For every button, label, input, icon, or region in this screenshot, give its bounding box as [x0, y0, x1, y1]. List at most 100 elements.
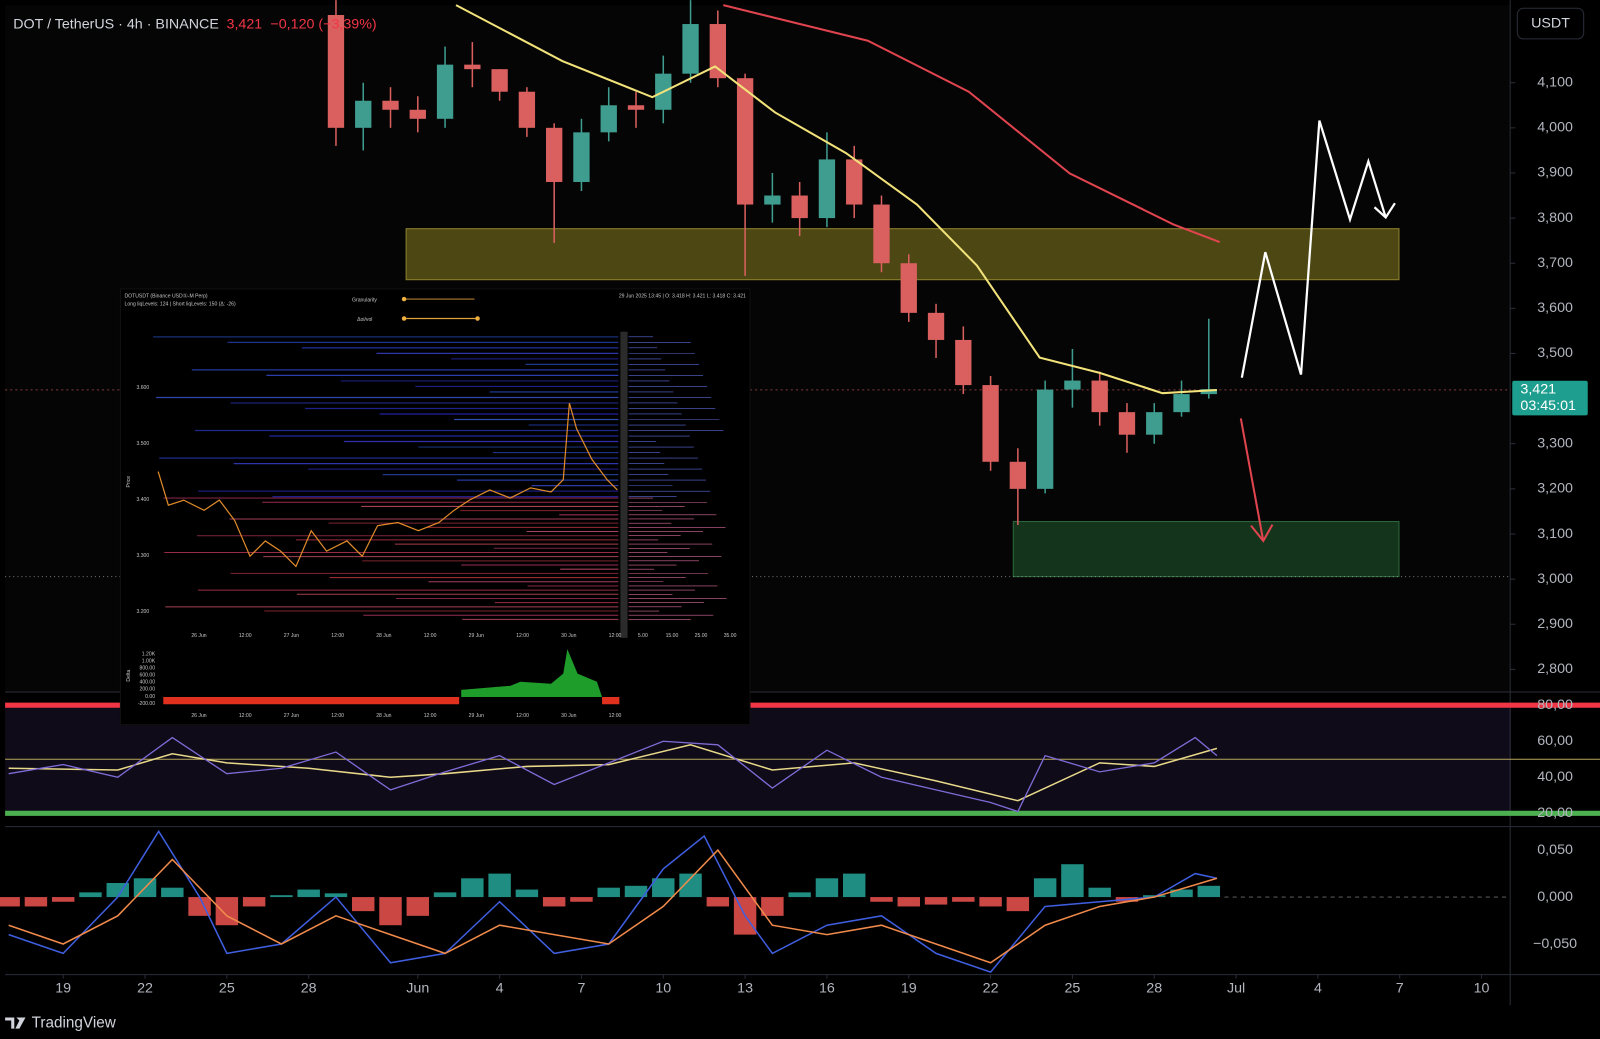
candle-body	[982, 385, 999, 462]
histogram-bar	[897, 897, 920, 907]
histogram-bar	[79, 892, 102, 898]
bear-arrow	[1239, 418, 1265, 542]
candle-body	[1036, 389, 1054, 489]
x-tick-label: 19	[55, 981, 71, 997]
y-tick-label: 2,800	[1537, 661, 1573, 677]
inset-control: Δoi/vol	[357, 317, 372, 323]
y-tick-label: −0,050	[1533, 936, 1577, 952]
candle-body	[491, 69, 508, 92]
x-tick-label: 13	[737, 981, 753, 997]
candle-body	[1009, 461, 1027, 489]
inset-subtitle: Long liqLevels: 124 | Short liqLevels: 1…	[124, 302, 235, 308]
inset-time-tick: 26 Jun	[191, 633, 206, 639]
histogram-bar	[270, 895, 293, 898]
y-tick-label: 40,00	[1537, 769, 1573, 785]
histogram-bar	[979, 897, 1002, 907]
inset-title: DOTUSDT (Binance USDⓈ-M Perp)	[124, 292, 207, 299]
histogram-bar	[1088, 887, 1111, 898]
histogram-bar	[679, 873, 702, 898]
candle-body	[709, 24, 726, 79]
histogram-bar	[1061, 864, 1084, 898]
x-tick-label: 10	[655, 981, 671, 997]
inset-size-tick: 35.00	[724, 633, 737, 639]
currency-button[interactable]	[1516, 7, 1585, 40]
candle-body	[627, 105, 645, 110]
x-tick-label: 16	[819, 981, 835, 997]
histogram-bar	[379, 897, 402, 926]
x-tick-label: 22	[137, 981, 153, 997]
main-chart: 4,100 4,000 3,900 3,800 3,700 3,600 3,500 3,300…	[0, 0, 1600, 1006]
inset-time-tick: 12:00	[609, 633, 622, 639]
candle-body	[791, 195, 808, 219]
candle-body	[382, 100, 399, 110]
histogram-bar	[1143, 895, 1166, 898]
histogram-bar	[652, 878, 675, 898]
inset-time-tick: 12:00	[239, 713, 252, 719]
inset-time-tick: 12:00	[424, 633, 437, 639]
candle-body	[1064, 380, 1081, 390]
price-change: −0,120 (−3,39%)	[270, 16, 376, 32]
candle-body	[1173, 394, 1190, 413]
candle-body	[518, 91, 536, 128]
candle-body	[1146, 412, 1163, 435]
inset-slider-knob	[401, 316, 407, 321]
y-tick-label: 3,900	[1537, 165, 1573, 181]
x-tick-label: 25	[219, 981, 235, 997]
annotations: 3,421 03:45:01 USDT DOT / TetherUS · 4h …	[5, 7, 1588, 1032]
inset-delta-tick: 400.00	[140, 680, 156, 686]
candle-body	[327, 15, 345, 128]
histogram-bar	[815, 878, 839, 898]
tradingview-logo	[5, 1017, 26, 1029]
histogram-bar	[1197, 885, 1221, 898]
histogram-bar	[188, 897, 211, 916]
candle-body	[600, 105, 617, 133]
y-tick-label: 3,200	[1537, 481, 1573, 497]
x-tick-label: 25	[1064, 981, 1080, 997]
histogram-bar	[515, 889, 539, 898]
y-tick-label: 3,800	[1537, 210, 1573, 226]
histogram-bar	[624, 885, 648, 898]
y-tick-label: 20,00	[1537, 805, 1573, 821]
histogram-bar	[1006, 897, 1030, 912]
inset-time-tick: 12:00	[239, 633, 252, 639]
inset-price-tick: 3.600	[136, 385, 149, 391]
histogram-bar	[24, 897, 48, 907]
inset-time-tick: 30 Jun	[561, 713, 576, 719]
candle-body	[409, 109, 426, 119]
histogram-bar	[51, 897, 75, 902]
y-tick-label: 3,700	[1537, 255, 1573, 271]
inset-slider-knob	[401, 296, 407, 302]
histogram-bar	[106, 882, 129, 898]
histogram-bar	[570, 897, 593, 902]
rsi-ma	[8, 744, 1218, 802]
candle-body	[818, 159, 836, 219]
histogram-bar	[324, 893, 348, 898]
inset-delta-tick: 1.20K	[142, 652, 156, 658]
x-tick-label: 28	[1146, 981, 1162, 997]
x-tick-label: 4	[1314, 981, 1322, 997]
macd-line	[8, 829, 1218, 974]
histogram-bar	[488, 873, 511, 898]
currency-label[interactable]: USDT	[1531, 15, 1570, 31]
inset-size-tick: 15.00	[666, 633, 679, 639]
candle-body	[436, 64, 454, 119]
inset-delta-tick: 800.00	[140, 666, 156, 672]
inset-delta-positive	[461, 649, 603, 698]
brand: TradingView	[32, 1015, 117, 1032]
x-tick-label: 10	[1474, 981, 1490, 997]
histogram-bar	[242, 897, 266, 907]
candle-body	[846, 159, 863, 205]
histogram-bar	[433, 892, 457, 898]
y-tick-label: 3,600	[1537, 300, 1573, 316]
x-tick-label: 22	[983, 981, 999, 997]
y-tick-label: 3,100	[1537, 526, 1573, 542]
x-tick-label: Jul	[1227, 981, 1245, 997]
inset-price-tick: 3.200	[136, 609, 149, 615]
x-tick-label: 7	[577, 981, 585, 997]
signal-line	[8, 848, 1218, 964]
x-tick-label: Jun	[406, 981, 429, 997]
scenario-path	[1240, 120, 1387, 378]
inset-price-tick: 3.400	[136, 497, 149, 503]
moving-average	[723, 4, 1221, 244]
